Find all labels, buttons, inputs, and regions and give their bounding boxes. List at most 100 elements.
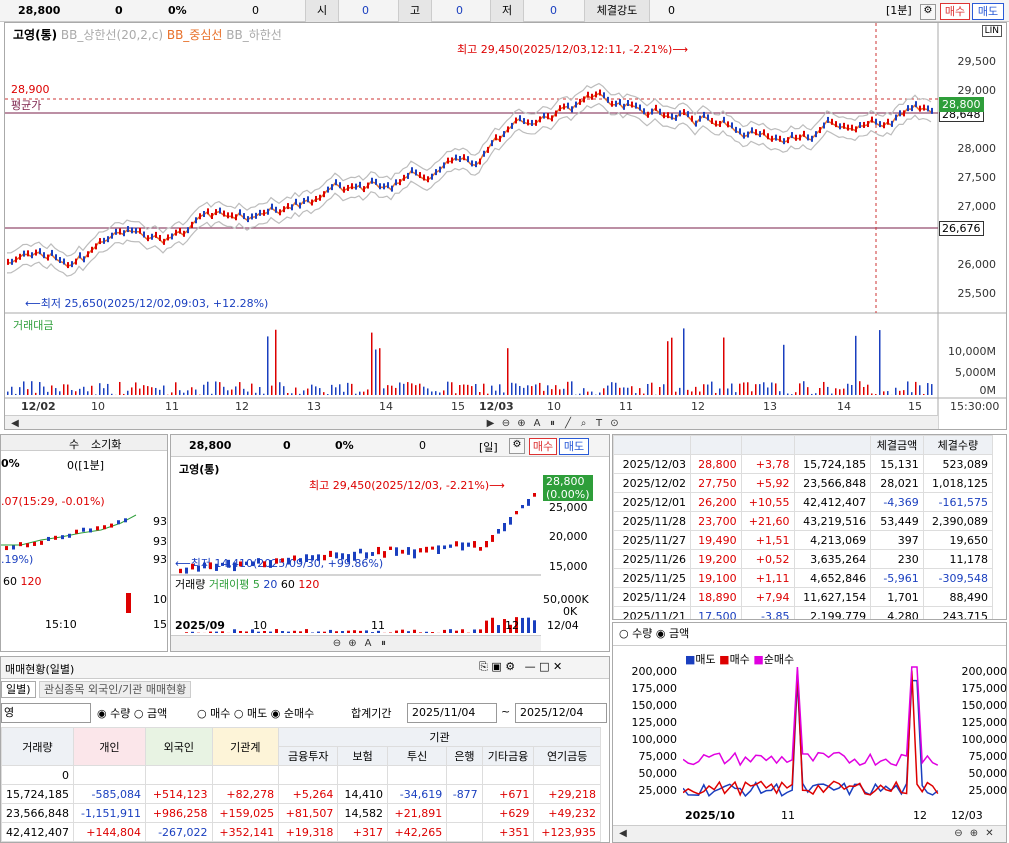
volume-bar: [827, 386, 829, 395]
scroll-left-icon[interactable]: ◀: [619, 828, 627, 839]
tab-item[interactable]: 소기화: [91, 438, 122, 451]
radio-sell[interactable]: ○ 매도: [233, 707, 268, 720]
table-row[interactable]: 2025/11/24 18,890 +7,94 11,627,154 1,701 88,4…: [613, 587, 994, 607]
y-axis-right: 200,000 175,000 150,000 125,000 100,000 …: [947, 663, 1008, 799]
daily-high-note: 최고 29,450(2025/12/03, -2.21%)⟶: [309, 479, 505, 492]
radio-quantity[interactable]: ○ 수량: [619, 627, 653, 640]
candle: [211, 213, 213, 220]
settings-icon[interactable]: ⊙: [610, 418, 619, 429]
table-cell: 1,701: [870, 587, 924, 607]
line-tool-icon[interactable]: ╱: [564, 418, 572, 429]
buy-button[interactable]: 매수: [940, 3, 970, 20]
tab-item[interactable]: 수: [69, 438, 80, 451]
search-icon[interactable]: ⌕: [580, 418, 587, 429]
candle: [615, 100, 617, 107]
left-mini-chart[interactable]: [1, 505, 151, 615]
scale-toggle[interactable]: LIN: [981, 25, 1002, 37]
radio-amount[interactable]: ◉ 금액: [655, 627, 690, 640]
daily-period[interactable]: [일]: [479, 441, 498, 454]
volume-bar: [431, 391, 433, 395]
sell-button[interactable]: 매도: [559, 438, 589, 455]
gear-icon[interactable]: ⚙: [505, 660, 516, 673]
pause-icon[interactable]: ⏸: [381, 638, 386, 649]
sell-button[interactable]: 매도: [972, 3, 1004, 20]
table-row[interactable]: 23,566,848 -1,151,911 +986,258 +159,025 +81,…: [1, 803, 601, 823]
daily-volume-bar: [473, 629, 476, 633]
text-tool-icon[interactable]: A: [533, 418, 541, 429]
radio-buy[interactable]: ○ 매수: [197, 707, 231, 720]
close-icon[interactable]: ✕: [985, 828, 994, 839]
zoom-out-icon[interactable]: ⊖: [954, 828, 963, 839]
image-icon[interactable]: ▣: [491, 660, 502, 673]
zoom-in-icon[interactable]: ⊕: [969, 828, 979, 839]
candle: [567, 102, 569, 109]
table-row[interactable]: 2025/11/25 19,100 +1,11 4,652,846 -5,961 -309…: [613, 568, 994, 588]
table-cell: 19,490: [690, 530, 742, 550]
volume-bar: [903, 390, 905, 395]
candle: [539, 116, 541, 123]
table-row[interactable]: 15,724,185 -585,084 +514,123 +82,278 +5,264 1…: [1, 784, 601, 804]
volume-bar: [291, 393, 293, 395]
candle: [67, 262, 69, 269]
scroll-left-icon[interactable]: ◀: [11, 418, 19, 429]
candle: [683, 109, 685, 116]
table-row[interactable]: 2025/11/26 19,200 +0,52 3,635,264 230 11,178: [613, 549, 994, 569]
left-period[interactable]: 0([1분]: [67, 459, 104, 472]
stock-search-input[interactable]: 영: [1, 703, 91, 723]
zoom-out-icon[interactable]: ⊖: [332, 638, 342, 649]
buy-button[interactable]: 매수: [529, 438, 557, 455]
candle: [635, 102, 637, 109]
table-row[interactable]: 42,412,407 +144,804 -267,022 +352,141 +19,31…: [1, 822, 601, 842]
volume-title: 거래대금: [13, 319, 54, 332]
gear-icon[interactable]: ⚙: [509, 438, 525, 454]
volume-bar: [275, 329, 277, 395]
table-row[interactable]: 2025/11/21 17,500 -3,85 2,199,779 4,280 243,7…: [613, 606, 994, 619]
volume-bar: [591, 391, 593, 395]
volume-bar: [515, 383, 517, 395]
table-cell: 42,412,407: [1, 822, 74, 842]
table-cell: 88,490: [922, 587, 994, 607]
table-row[interactable]: 2025/11/28 23,700 +21,60 43,219,516 53,449 2,…: [613, 511, 994, 531]
main-price-chart[interactable]: [5, 23, 1006, 429]
text-icon[interactable]: T: [595, 418, 603, 429]
pause-icon[interactable]: ⏸: [550, 418, 555, 429]
gear-icon[interactable]: ⚙: [920, 4, 936, 20]
minimize-icon[interactable]: —: [524, 660, 536, 673]
candle: [871, 116, 873, 123]
tab-daily[interactable]: 일별): [1, 681, 36, 698]
volume-bar: [423, 386, 425, 395]
radio-amt[interactable]: ○ 금액: [133, 707, 168, 720]
table-cell: 42,412,407: [793, 492, 872, 512]
radio-qty[interactable]: ◉ 수량: [97, 707, 131, 720]
table-row[interactable]: 2025/12/01 26,200 +10,55 42,412,407 -4,369 -1…: [613, 492, 994, 512]
table-cell: [386, 765, 448, 785]
zoom-in-icon[interactable]: ⊕: [517, 418, 526, 429]
radio-net[interactable]: ◉ 순매수: [270, 707, 315, 720]
table-row[interactable]: 2025/12/02 27,750 +5,92 23,566,848 28,021 1,0…: [613, 473, 994, 493]
table-row[interactable]: 0: [1, 765, 601, 785]
table-row[interactable]: 2025/12/03 28,800 +3,78 15,724,185 15,131 523…: [613, 454, 994, 474]
text-tool-icon[interactable]: A: [364, 638, 372, 649]
table-row[interactable]: 2025/11/27 19,490 +1,51 4,213,069 397 19,650: [613, 530, 994, 550]
daily-volume-bar: [215, 631, 218, 633]
tab-watchlist[interactable]: 관심종목 외국인/기관 매매현황: [39, 681, 192, 698]
volume-bar: [499, 384, 501, 395]
candle: [903, 110, 905, 117]
window-icon[interactable]: ⎘: [479, 660, 488, 673]
left-candle: [117, 520, 120, 525]
date-to-input[interactable]: 2025/12/04: [515, 703, 607, 723]
daily-candle: [209, 562, 212, 570]
zoom-out-icon[interactable]: ⊖: [501, 418, 511, 429]
candle: [411, 167, 413, 174]
investor-line-chart[interactable]: [683, 663, 943, 808]
period-selector[interactable]: [1분]: [886, 4, 912, 17]
close-icon[interactable]: ✕: [553, 660, 563, 673]
date-from-input[interactable]: 2025/11/04: [407, 703, 497, 723]
volume-bar: [279, 382, 281, 395]
daily-price-chart[interactable]: [171, 457, 541, 635]
table-cell: +42,265: [386, 822, 448, 842]
scroll-right-icon[interactable]: ▶: [486, 418, 495, 429]
maximize-icon[interactable]: □: [539, 660, 550, 673]
zoom-in-icon[interactable]: ⊕: [348, 638, 357, 649]
candle: [867, 121, 869, 128]
